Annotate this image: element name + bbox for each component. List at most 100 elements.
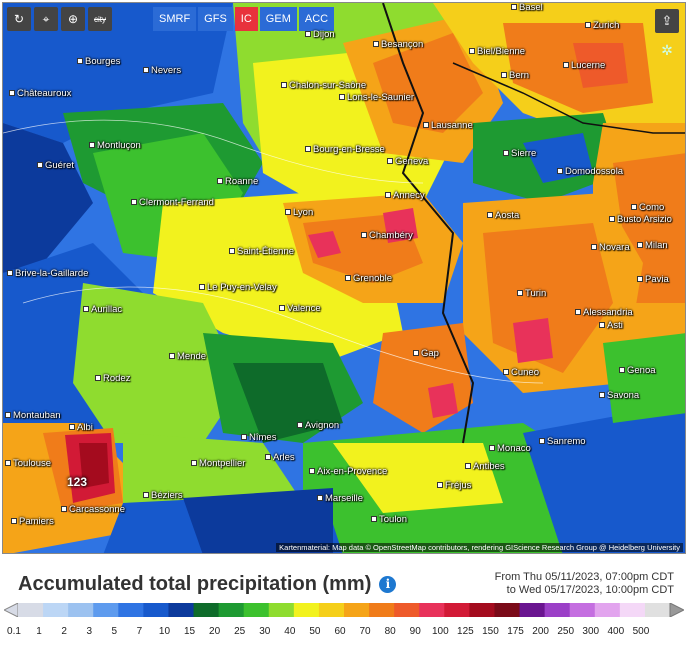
legend-right-arrow — [669, 603, 684, 617]
city-name: Novara — [599, 242, 630, 253]
city-name: Nevers — [151, 65, 182, 76]
city-name: Busto Arsizio — [617, 214, 672, 225]
city-marker — [89, 142, 95, 149]
city-label: Gap — [413, 349, 439, 359]
model-ic-button[interactable]: IC — [234, 7, 258, 31]
city-marker — [385, 192, 391, 199]
city-name: Besançon — [381, 39, 424, 50]
city-marker — [9, 90, 15, 97]
legend-tick-label: 2 — [61, 626, 67, 637]
legend-tick-label: 20 — [209, 626, 221, 637]
model-gfs-button[interactable]: GFS — [198, 7, 233, 31]
city-toggle[interactable]: city — [88, 7, 112, 31]
city-marker — [345, 275, 351, 282]
city-label: Châteauroux — [9, 89, 71, 99]
location-pin-icon[interactable]: ⌖ — [34, 7, 58, 31]
compass-icon[interactable]: ✲ — [661, 41, 673, 58]
legend-tick-label: 70 — [359, 626, 371, 637]
legend-tick-label: 3 — [86, 626, 92, 637]
reload-icon[interactable]: ↻ — [7, 7, 31, 31]
city-name: Monaco — [497, 443, 531, 454]
city-marker — [501, 72, 507, 79]
city-marker — [191, 460, 197, 467]
city-label: Marseille — [317, 494, 363, 504]
city-label: Aurillac — [83, 305, 122, 315]
model-smrf-button[interactable]: SMRF — [153, 7, 197, 31]
city-label: Asti — [599, 321, 623, 331]
city-name: Genoa — [627, 365, 656, 376]
city-label: Savona — [599, 391, 639, 401]
legend-swatch — [594, 603, 621, 617]
city-name: Como — [639, 202, 665, 213]
model-switcher: SMRF GFS IC GEM ACC — [153, 7, 335, 31]
city-marker — [131, 199, 137, 206]
city-name: Guéret — [45, 160, 75, 171]
city-name: Aix-en-Provence — [317, 466, 388, 477]
city-marker — [11, 518, 17, 525]
city-name: Zurich — [593, 20, 620, 31]
city-label: Pavia — [637, 275, 669, 285]
city-marker — [437, 482, 443, 489]
city-label: Grenoble — [345, 274, 392, 284]
city-name: Mende — [177, 351, 207, 362]
city-marker — [465, 463, 471, 470]
city-label: Basel — [511, 3, 543, 13]
city-label: Guéret — [37, 161, 74, 171]
city-name: Fréjus — [445, 480, 472, 491]
city-label: Turin — [517, 289, 546, 299]
legend-tick-label: 500 — [632, 626, 650, 637]
city-name: Albi — [77, 422, 93, 433]
city-name: Avignon — [305, 420, 340, 431]
legend-swatch — [43, 603, 69, 617]
city-label: Montluçon — [89, 141, 141, 151]
city-marker — [279, 305, 285, 312]
city-marker — [503, 150, 509, 157]
legend-tick-label: 10 — [158, 626, 171, 637]
legend-tick-label: 175 — [507, 626, 524, 637]
city-name: Dijon — [313, 29, 335, 40]
city-marker — [517, 290, 523, 297]
city-name: Clermont-Ferrand — [139, 197, 214, 208]
city-name: Pavia — [645, 274, 669, 285]
legend-swatch — [369, 603, 395, 617]
city-label: Lausanne — [423, 121, 473, 131]
city-label: Pamiers — [11, 517, 54, 527]
city-name: Aosta — [495, 210, 520, 221]
date-from: From Thu 05/11/2023, 07:00pm CDT — [494, 571, 674, 583]
city-name: Toulon — [379, 514, 407, 525]
city-label: Lucerne — [563, 61, 605, 71]
info-icon[interactable]: i — [379, 576, 397, 593]
city-marker — [423, 122, 429, 129]
city-name: Basel — [519, 2, 543, 13]
city-name: Geneva — [395, 156, 429, 167]
model-gem-button[interactable]: GEM — [259, 7, 297, 31]
map-attribution: Kartenmaterial: Map data © OpenStreetMap… — [276, 543, 683, 552]
city-marker — [305, 146, 311, 153]
city-marker — [7, 270, 13, 277]
city-label: Le Puy-en-Velay — [199, 283, 277, 293]
city-name: Chalon-sur-Saône — [289, 80, 367, 91]
city-label: Bourges — [77, 57, 120, 67]
legend-tick-label: 150 — [482, 626, 499, 637]
city-label: Sierre — [503, 149, 536, 159]
legend-swatch — [394, 603, 420, 617]
city-label: Sanremo — [539, 437, 586, 447]
zoom-icon[interactable]: ⊕ — [61, 7, 85, 31]
city-name: Sanremo — [547, 436, 586, 447]
share-icon[interactable]: ⇪ — [655, 9, 679, 33]
city-name: Domodossola — [565, 166, 624, 177]
city-marker — [575, 309, 581, 316]
city-marker — [69, 424, 75, 431]
city-label: Biel/Bienne — [469, 47, 525, 57]
city-label: Brive-la-Gaillarde — [7, 269, 88, 279]
city-name: Chambéry — [369, 230, 413, 241]
city-marker — [591, 244, 597, 251]
city-marker — [373, 41, 379, 48]
city-name: Châteauroux — [17, 88, 72, 99]
city-label: Avignon — [297, 421, 339, 431]
precipitation-map[interactable]: ↻ ⌖ ⊕ city SMRF GFS IC GEM ACC ⇪ ✲ Dijon… — [2, 2, 686, 554]
model-acc-button[interactable]: ACC — [298, 7, 335, 31]
city-name: Toulouse — [13, 458, 52, 469]
city-label: Dijon — [305, 30, 335, 40]
city-label: Monaco — [489, 444, 531, 454]
